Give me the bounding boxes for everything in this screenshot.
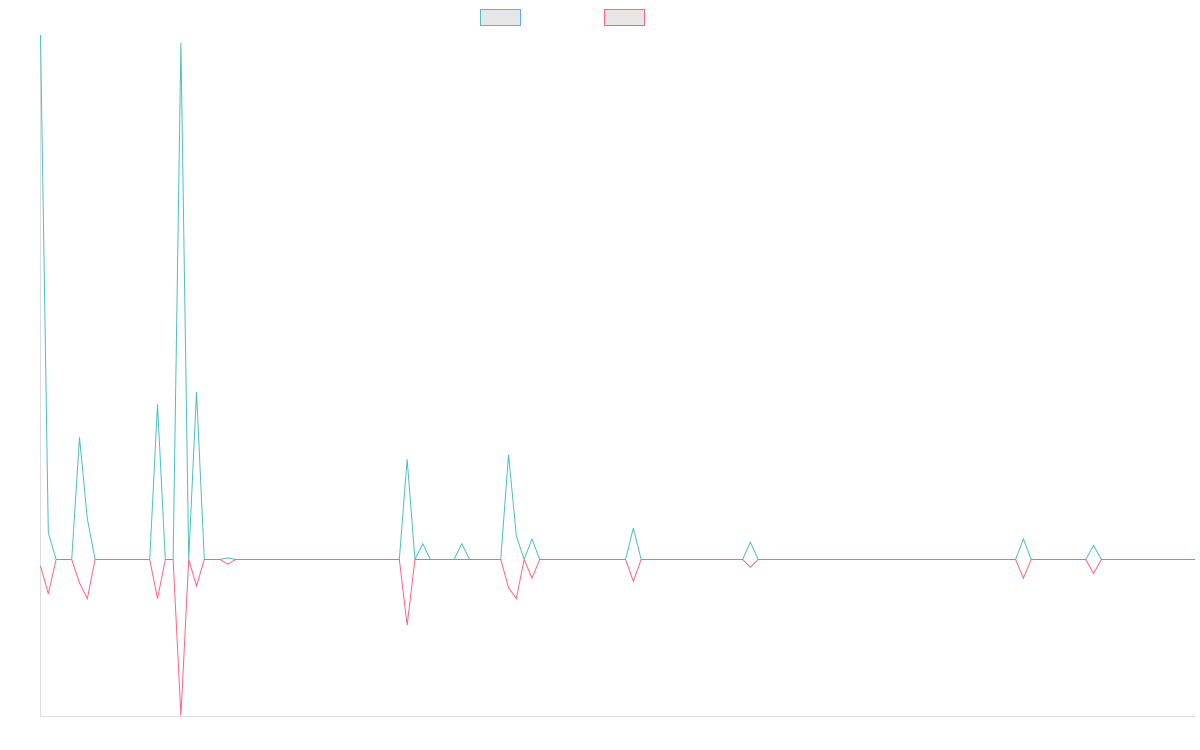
legend[interactable]: [480, 9, 645, 26]
series-2: [40, 557, 1195, 717]
series-1-line: [40, 34, 1195, 562]
axes: [40, 35, 1195, 717]
series-layer: [40, 34, 1195, 717]
series-1: [40, 34, 1195, 562]
legend-swatch-series-1[interactable]: [480, 9, 521, 26]
series-2-line: [40, 557, 1195, 717]
legend-swatch-series-2[interactable]: [604, 9, 645, 26]
